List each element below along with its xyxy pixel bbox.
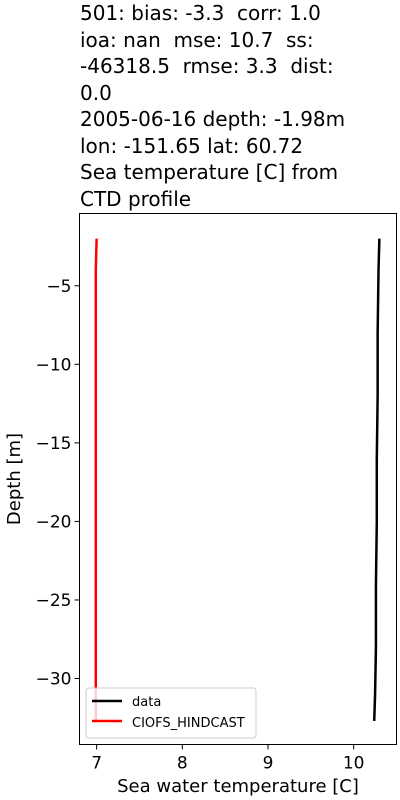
title-line-1: 501: bias: -3.3 corr: 1.0 — [80, 1, 321, 25]
title-line-6: lon: -151.65 lat: 60.72 — [80, 133, 304, 158]
legend-box — [85, 687, 257, 739]
title-line-8: CTD profile — [80, 186, 192, 211]
legend-label-data: data — [132, 695, 161, 710]
y-tick-label: −25 — [36, 591, 72, 611]
series-line-data — [372, 238, 381, 721]
title-line-2: ioa: nan mse: 10.7 ss: — [80, 27, 314, 52]
legend: data CIOFS_HINDCAST — [85, 687, 257, 739]
title-line-4: 0.0 — [80, 80, 112, 105]
title-line-5: 2005-06-16 depth: -1.98m — [80, 107, 346, 131]
title-line-7: Sea temperature [C] from — [80, 160, 339, 184]
y-tick-label: −20 — [36, 512, 72, 532]
y-tick-label: −30 — [36, 670, 72, 690]
y-tick-label: −5 — [46, 277, 71, 297]
x-tick-label: 10 — [343, 754, 365, 774]
y-axis-label: Depth [m] — [4, 433, 25, 525]
x-tick-label: 7 — [91, 754, 102, 774]
plot-frame — [79, 213, 397, 745]
lines-layer — [94, 238, 381, 721]
y-tick-label: −15 — [36, 434, 72, 454]
x-tick-label: 8 — [177, 754, 188, 774]
series-line-ciofs-hindcast — [94, 238, 98, 721]
x-axis-label: Sea water temperature [C] — [117, 776, 359, 797]
y-tick-label: −10 — [36, 355, 72, 375]
title-line-3: -46318.5 rmse: 3.3 dist: — [80, 54, 334, 78]
x-tick-label: 9 — [263, 754, 274, 774]
ticks-layer: 7 8 9 10 −5 −10 −15 −20 −25 −30 — [36, 277, 365, 774]
legend-label-ciofs: CIOFS_HINDCAST — [132, 716, 245, 731]
